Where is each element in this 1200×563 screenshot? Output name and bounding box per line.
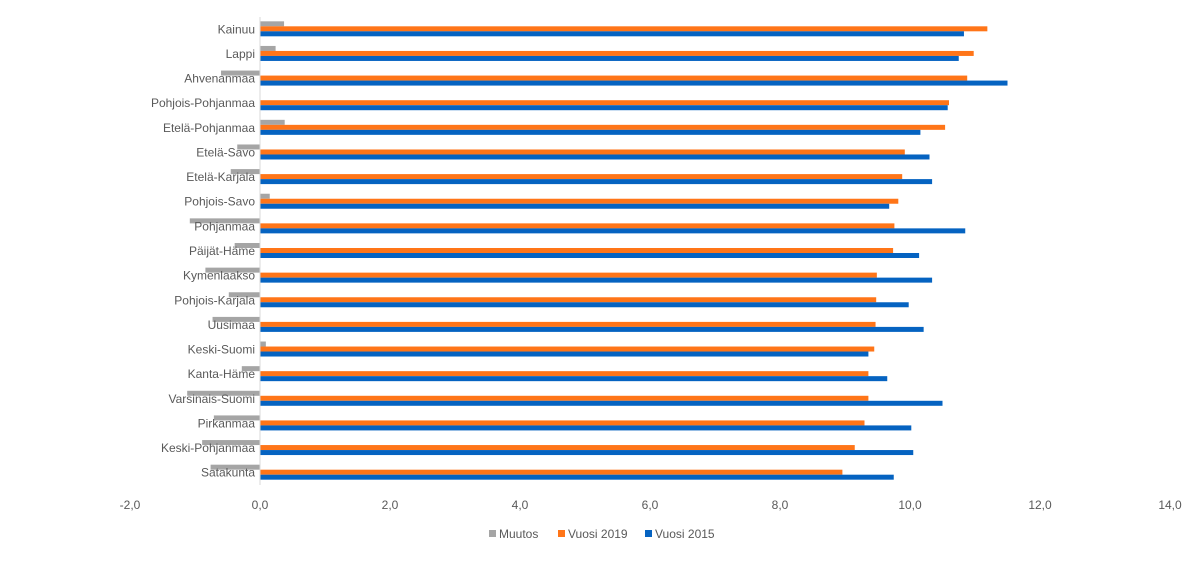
bar-vuosi-2019 [260,469,843,475]
category-label: Satakunta [201,466,255,480]
bar-vuosi-2015 [260,400,943,406]
bar-muutos [187,390,260,396]
legend-swatch [489,530,496,537]
bar-muutos [241,366,260,372]
bar-vuosi-2015 [260,179,933,185]
bar-muutos [234,243,260,248]
bar-vuosi-2019 [260,272,877,278]
bar-vuosi-2015 [260,450,914,456]
bar-muutos [260,193,270,199]
category-label: Etelä-Savo [196,145,255,159]
category-label: Pohjois-Karjala [174,293,255,307]
bar-vuosi-2015 [260,326,924,332]
x-tick-label: 12,0 [1028,498,1052,512]
bar-vuosi-2019 [260,149,905,155]
bar-muutos [212,316,260,322]
bar-vuosi-2019 [260,346,875,352]
bar-muutos [228,292,260,298]
bar-vuosi-2019 [260,297,877,303]
bar-vuosi-2019 [260,124,946,130]
bar-vuosi-2015 [260,277,933,283]
category-label: Päijät-Häme [189,244,255,258]
bar-muutos [260,119,285,125]
bar-vuosi-2015 [260,351,869,357]
bar-muutos [189,218,260,224]
legend-swatch [645,530,652,537]
bar-vuosi-2015 [260,203,890,209]
bar-vuosi-2019 [260,223,895,229]
bar-vuosi-2019 [260,445,855,451]
bar-muutos [221,70,260,76]
bar-vuosi-2019 [260,395,869,401]
category-label: Lappi [226,47,255,61]
category-labels: Kainuu Lappi Ahvenanmaa Pohjois-Pohjanmaa Et… [151,22,255,479]
bar-vuosi-2015 [260,425,912,431]
x-tick-label: 2,0 [382,498,399,512]
category-label: Pohjois-Pohjanmaa [151,96,255,110]
bar-vuosi-2019 [260,26,988,32]
bar-muutos [205,267,260,273]
bar-vuosi-2019 [260,75,968,81]
bar-muutos [260,341,266,347]
category-label: Varsinais-Suomi [169,392,255,406]
bar-vuosi-2019 [260,321,876,327]
category-label: Kymenlaakso [183,269,255,283]
category-label: Pirkanmaa [198,416,256,430]
category-label: Keski-Pohjanmaa [161,441,255,455]
bar-muutos [202,440,260,446]
category-label: Pohjois-Savo [184,195,255,209]
bar-vuosi-2015 [260,474,894,480]
x-tick-label: 6,0 [642,498,659,512]
x-tick-label: 0,0 [252,498,269,512]
legend-label: Vuosi 2015 [655,527,715,541]
category-label: Etelä-Karjala [186,170,255,184]
bar-vuosi-2015 [260,302,909,308]
legend: Muutos Vuosi 2019 Vuosi 2015 [489,527,715,541]
x-tick-label: 8,0 [772,498,789,512]
x-tick-label: 14,0 [1158,498,1182,512]
bar-vuosi-2019 [260,371,869,377]
category-label: Keski-Suomi [188,343,255,357]
x-tick-labels: -2,0 0,0 2,0 4,0 6,0 8,0 10,0 12,0 14,0 [120,498,1182,512]
legend-swatch [558,530,565,537]
bar-vuosi-2015 [260,154,930,160]
bar-vuosi-2019 [260,174,903,180]
bar-vuosi-2019 [260,420,865,426]
bar-vuosi-2015 [260,253,920,258]
category-label: Kanta-Häme [188,367,256,381]
category-label: Kainuu [218,22,255,36]
bar-vuosi-2015 [260,376,888,382]
x-tick-label: -2,0 [120,498,141,512]
bar-muutos [230,169,260,175]
legend-label: Vuosi 2019 [568,527,628,541]
bar-vuosi-2015 [260,31,964,37]
bar-muutos [260,21,285,27]
bar-vuosi-2015 [260,105,948,111]
x-tick-label: 4,0 [512,498,529,512]
bar-muutos [260,45,276,51]
category-label: Ahvenanmaa [184,72,255,86]
category-label: Etelä-Pohjanmaa [163,121,255,135]
bar-muutos [213,415,260,421]
category-label: Pohjanmaa [194,219,255,233]
bars-group [187,21,1008,480]
bar-vuosi-2019 [260,50,974,56]
category-label: Uusimaa [208,318,256,332]
bar-vuosi-2015 [260,228,966,234]
bar-vuosi-2019 [260,100,949,106]
legend-label: Muutos [499,527,538,541]
bar-vuosi-2019 [260,198,899,204]
bar-muutos [210,464,260,470]
bar-vuosi-2015 [260,129,921,135]
bar-vuosi-2019 [260,248,894,253]
bar-vuosi-2015 [260,80,1008,86]
x-tick-label: 10,0 [898,498,922,512]
bar-muutos [237,144,260,150]
bar-vuosi-2015 [260,55,959,61]
